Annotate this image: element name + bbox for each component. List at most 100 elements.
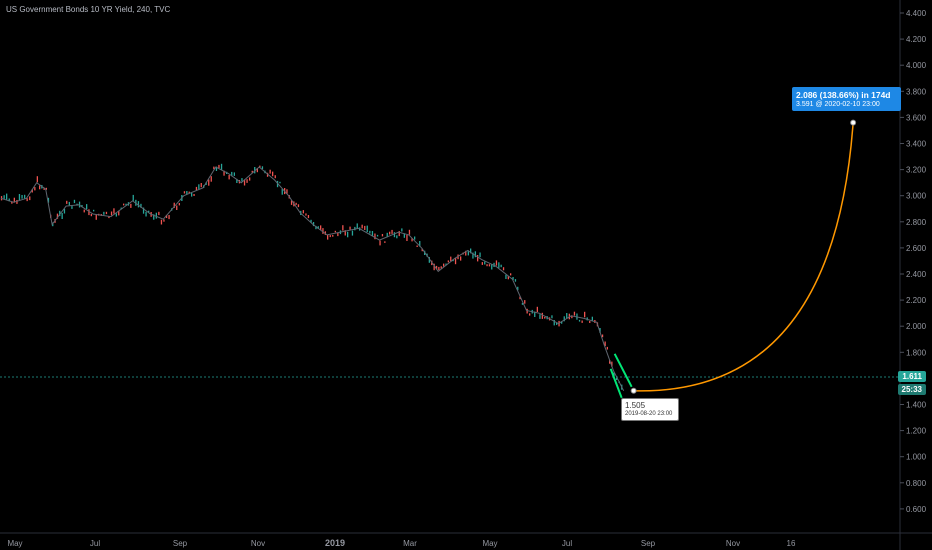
projection-curve[interactable]	[633, 122, 854, 392]
candle	[153, 214, 155, 220]
candle	[302, 210, 304, 214]
projection-end-point[interactable]	[850, 119, 857, 126]
candle	[148, 210, 150, 213]
candle	[266, 172, 269, 177]
price-tick-label: 1.400	[906, 401, 927, 410]
candle	[269, 169, 271, 174]
price-tick-label: 2.600	[906, 244, 927, 253]
candle	[414, 236, 416, 240]
candle	[398, 231, 400, 237]
candle	[29, 196, 31, 201]
candle	[521, 302, 524, 305]
candle	[551, 315, 553, 319]
candle	[241, 178, 243, 182]
candle	[165, 214, 168, 218]
measure-label-box[interactable]: 2.086 (138.66%) in 174d 3.591 @ 2020-02-…	[792, 87, 901, 111]
candle	[389, 231, 391, 235]
candle	[447, 260, 449, 263]
candle	[578, 319, 581, 322]
candle	[290, 200, 293, 205]
candle	[73, 199, 76, 204]
candle	[604, 341, 606, 347]
channel-line[interactable]	[609, 368, 623, 399]
candle	[601, 334, 604, 338]
candle	[472, 252, 474, 259]
low-annotation-box[interactable]: 1.505 2019-08-20 23:00	[621, 398, 679, 421]
candle	[369, 230, 371, 234]
candle	[130, 203, 132, 208]
time-tick-label: 2019	[325, 538, 345, 548]
candle	[231, 171, 233, 177]
candle	[254, 167, 256, 174]
time-tick-label: Nov	[251, 539, 265, 548]
time-tick-label: Sep	[173, 539, 188, 548]
time-tick-label: May	[7, 539, 22, 548]
candle	[510, 273, 512, 276]
candle	[155, 212, 157, 219]
candle	[220, 163, 223, 170]
price-tick-label: 2.200	[906, 296, 927, 305]
time-tick-label: 16	[787, 539, 796, 548]
candle	[110, 211, 113, 216]
candle	[105, 211, 108, 215]
candle	[609, 360, 611, 364]
candle	[236, 178, 238, 183]
candle	[512, 277, 514, 280]
candle	[47, 197, 50, 203]
candle	[281, 189, 283, 195]
candle	[534, 311, 536, 317]
candle	[386, 232, 388, 238]
candle	[26, 198, 28, 202]
candle	[354, 226, 356, 231]
time-axis[interactable]: May Jul Sep Nov 2019 Mar May Jul Sep Nov 16	[7, 538, 796, 548]
low-value: 1.505	[625, 401, 646, 410]
candle	[24, 194, 26, 199]
price-tick-label: 3.800	[906, 87, 927, 96]
candle	[193, 194, 195, 196]
candle	[481, 262, 483, 265]
candle	[86, 204, 88, 210]
candle	[524, 300, 526, 304]
candle	[178, 203, 180, 206]
candle	[517, 286, 519, 291]
candle	[349, 226, 351, 230]
time-tick-label: Jul	[90, 539, 100, 548]
measure-label: 2.086 (138.66%) in 174d	[796, 90, 891, 100]
candle	[233, 172, 235, 176]
candle	[108, 216, 110, 219]
measure-sublabel: 3.591 @ 2020-02-10 23:00	[796, 101, 880, 108]
price-tick-label: 2.800	[906, 218, 927, 227]
time-tick-label: Mar	[403, 539, 417, 548]
candle	[376, 234, 379, 237]
candle	[329, 235, 331, 238]
candle	[406, 235, 408, 241]
candle	[191, 192, 193, 197]
channel-line[interactable]	[613, 353, 633, 388]
candle	[498, 262, 500, 268]
candle	[419, 241, 421, 247]
price-tick-label: 0.800	[906, 479, 927, 488]
candle	[213, 166, 215, 170]
candle	[401, 228, 403, 232]
candle	[11, 201, 13, 204]
candle	[470, 248, 472, 254]
candle	[322, 228, 324, 234]
candle	[556, 322, 558, 325]
candle	[327, 234, 329, 240]
candle	[93, 209, 95, 212]
candle	[366, 225, 368, 232]
candle	[103, 211, 105, 215]
green-channel-drawing[interactable]	[609, 353, 633, 399]
candle	[553, 320, 555, 326]
time-tick-label: Sep	[641, 539, 656, 548]
candle	[445, 263, 447, 266]
time-tick-label: Jul	[562, 539, 572, 548]
candle	[491, 264, 493, 270]
candle	[571, 315, 573, 319]
candle	[315, 225, 317, 230]
candle	[145, 211, 147, 217]
candle	[18, 194, 21, 201]
projection-start-point[interactable]	[630, 387, 637, 394]
candle	[356, 223, 358, 229]
